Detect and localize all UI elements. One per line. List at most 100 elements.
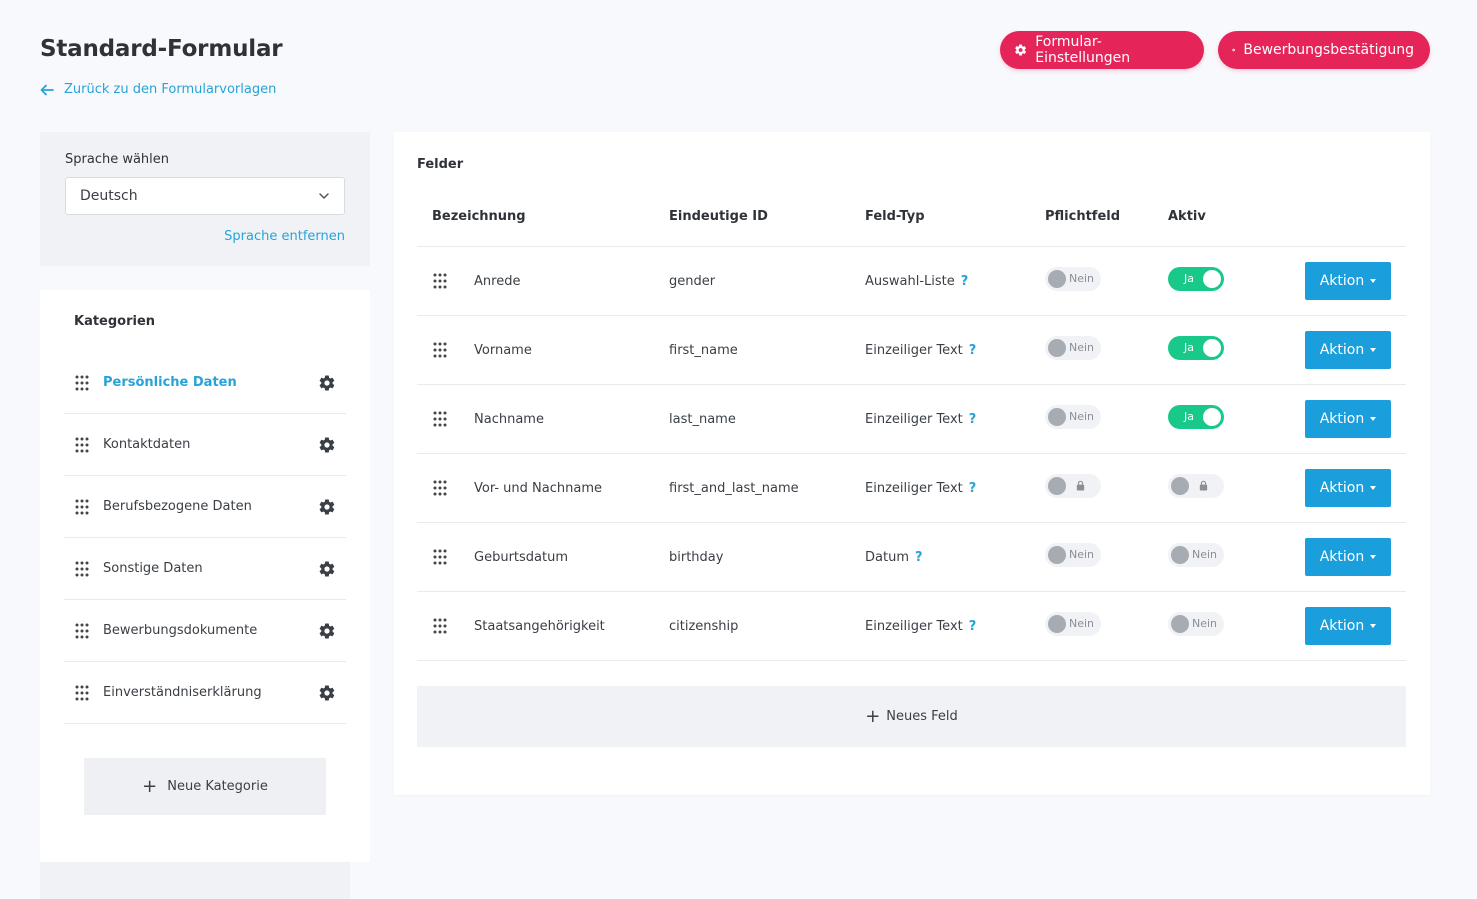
drag-handle-icon[interactable]	[74, 375, 90, 391]
gear-icon[interactable]	[318, 374, 336, 392]
active-toggle[interactable]: Nein	[1168, 543, 1224, 567]
required-toggle[interactable]: Nein	[1045, 543, 1101, 567]
help-icon[interactable]: ?	[968, 342, 977, 358]
field-name: Geburtsdatum	[474, 549, 568, 565]
help-icon[interactable]: ?	[968, 411, 977, 427]
remove-language-link[interactable]: Sprache entfernen	[224, 229, 345, 244]
field-id: first_name	[669, 342, 738, 358]
drag-handle-icon[interactable]	[432, 273, 448, 289]
gear-icon[interactable]	[318, 498, 336, 516]
field-name: Nachname	[474, 411, 544, 427]
drag-handle-icon[interactable]	[74, 685, 90, 701]
category-label: Persönliche Daten	[103, 375, 237, 390]
drag-handle-icon[interactable]	[74, 499, 90, 515]
gear-icon	[1015, 44, 1026, 56]
drag-handle-icon[interactable]	[432, 618, 448, 634]
field-type: Einzeiliger Text	[865, 480, 963, 496]
caret-down-icon	[1370, 417, 1377, 421]
help-icon[interactable]: ?	[960, 273, 969, 289]
fields-table: Bezeichnung Eindeutige ID Feld-Typ Pflic…	[417, 186, 1406, 661]
language-select[interactable]: Deutsch	[65, 177, 345, 215]
field-id: citizenship	[669, 618, 739, 634]
required-toggle[interactable]: Nein	[1045, 405, 1101, 429]
table-header: Bezeichnung Eindeutige ID Feld-Typ Pflic…	[417, 186, 1406, 247]
application-confirmation-button[interactable]: Bewerbungsbestätigung	[1218, 31, 1430, 69]
caret-down-icon	[1370, 624, 1377, 628]
table-row: Anrede gender Auswahl-Liste? Nein Ja Aktion	[417, 247, 1406, 316]
new-category-button[interactable]: + Neue Kategorie	[84, 758, 326, 815]
drag-handle-icon[interactable]	[432, 480, 448, 496]
active-toggle[interactable]: Ja	[1168, 336, 1224, 360]
language-selected-value: Deutsch	[80, 188, 138, 204]
field-type: Einzeiliger Text	[865, 342, 963, 358]
caret-down-icon	[1370, 348, 1377, 352]
header-id: Eindeutige ID	[669, 208, 768, 224]
drag-handle-icon[interactable]	[432, 342, 448, 358]
application-confirmation-label: Bewerbungsbestätigung	[1243, 42, 1414, 58]
drag-handle-icon[interactable]	[432, 549, 448, 565]
required-toggle[interactable]: Nein	[1045, 612, 1101, 636]
action-dropdown-button[interactable]: Aktion	[1305, 400, 1391, 438]
action-label: Aktion	[1319, 411, 1365, 427]
active-toggle[interactable]: Nein	[1168, 612, 1224, 636]
form-settings-label: Formular-Einstellungen	[1035, 34, 1131, 66]
categories-panel: Kategorien Persönliche Daten Kontaktdaten…	[40, 290, 370, 862]
action-label: Aktion	[1319, 480, 1365, 496]
help-icon[interactable]: ?	[968, 618, 977, 634]
required-toggle[interactable]: Nein	[1045, 336, 1101, 360]
field-id: gender	[669, 273, 716, 289]
action-label: Aktion	[1319, 549, 1365, 565]
help-icon[interactable]: ?	[914, 549, 923, 565]
drag-handle-icon[interactable]	[74, 437, 90, 453]
category-label: Berufsbezogene Daten	[103, 499, 252, 514]
drag-handle-icon[interactable]	[74, 623, 90, 639]
gear-icon[interactable]	[318, 622, 336, 640]
table-row: Vor- und Nachname first_and_last_name Einz…	[417, 454, 1406, 523]
action-label: Aktion	[1319, 273, 1365, 289]
back-link-label: Zurück zu den Formularvorlagen	[64, 82, 277, 97]
drag-handle-icon[interactable]	[432, 411, 448, 427]
active-toggle-locked	[1168, 474, 1224, 498]
category-item[interactable]: Bewerbungsdokumente	[64, 600, 346, 662]
caret-down-icon	[1370, 279, 1377, 283]
plus-icon: +	[142, 775, 158, 797]
active-toggle[interactable]: Ja	[1168, 267, 1224, 291]
field-id: last_name	[669, 411, 736, 427]
caret-down-icon	[1370, 555, 1377, 559]
required-toggle[interactable]: Nein	[1045, 267, 1101, 291]
help-icon[interactable]: ?	[968, 480, 977, 496]
category-item[interactable]: Einverständniserklärung	[64, 662, 346, 724]
back-link[interactable]: Zurück zu den Formularvorlagen	[40, 82, 276, 97]
header-active: Aktiv	[1168, 208, 1206, 224]
required-toggle-locked	[1045, 474, 1101, 498]
field-name: Staatsangehörigkeit	[474, 618, 605, 634]
new-field-button[interactable]: + Neues Feld	[417, 686, 1406, 747]
field-id: first_and_last_name	[669, 480, 799, 496]
category-item[interactable]: Kontaktdaten	[64, 414, 346, 476]
language-label: Sprache wählen	[65, 152, 170, 167]
action-dropdown-button[interactable]: Aktion	[1305, 262, 1391, 300]
header-type: Feld-Typ	[865, 208, 925, 224]
gear-icon[interactable]	[318, 560, 336, 578]
header-required: Pflichtfeld	[1045, 208, 1121, 224]
action-dropdown-button[interactable]: Aktion	[1305, 607, 1391, 645]
gear-icon	[1232, 48, 1236, 52]
table-row: Geburtsdatum birthday Datum? Nein Nein Aktion	[417, 523, 1406, 592]
gear-icon[interactable]	[318, 436, 336, 454]
category-item[interactable]: Sonstige Daten	[64, 538, 346, 600]
header-name: Bezeichnung	[432, 208, 526, 224]
arrow-left-icon	[40, 84, 54, 95]
category-item[interactable]: Berufsbezogene Daten	[64, 476, 346, 538]
active-toggle[interactable]: Ja	[1168, 405, 1224, 429]
drag-handle-icon[interactable]	[74, 561, 90, 577]
fields-title: Felder	[417, 157, 464, 172]
field-name: Vor- und Nachname	[474, 480, 602, 496]
field-type: Auswahl-Liste	[865, 273, 955, 289]
action-dropdown-button[interactable]: Aktion	[1305, 331, 1391, 369]
table-row: Nachname last_name Einzeiliger Text? Nein Ja…	[417, 385, 1406, 454]
form-settings-button[interactable]: Formular-Einstellungen	[1000, 31, 1204, 69]
category-item[interactable]: Persönliche Daten	[64, 352, 346, 414]
gear-icon[interactable]	[318, 684, 336, 702]
action-dropdown-button[interactable]: Aktion	[1305, 538, 1391, 576]
action-dropdown-button[interactable]: Aktion	[1305, 469, 1391, 507]
